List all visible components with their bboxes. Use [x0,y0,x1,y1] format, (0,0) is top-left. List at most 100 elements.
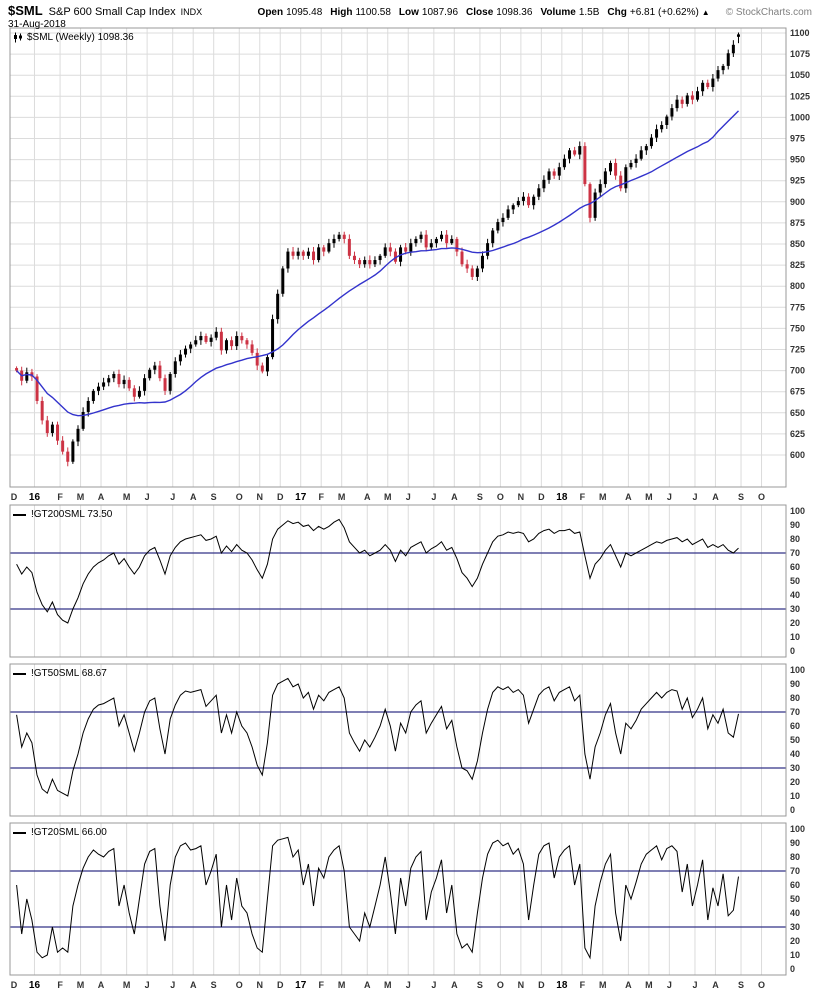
svg-text:F: F [318,492,324,502]
svg-text:80: 80 [790,693,800,703]
svg-text:825: 825 [790,260,805,270]
svg-text:S: S [477,980,483,990]
svg-text:J: J [667,492,672,502]
chg-label: Chg [607,7,627,18]
svg-text:S: S [211,980,217,990]
svg-text:D: D [11,980,18,990]
svg-text:M: M [645,492,653,502]
svg-text:60: 60 [790,880,800,890]
svg-text:675: 675 [790,387,805,397]
svg-text:0: 0 [790,964,795,974]
svg-text:100: 100 [790,665,805,675]
low-label: Low [398,7,419,18]
svg-text:F: F [57,492,63,502]
svg-text:1100: 1100 [790,28,810,38]
svg-text:O: O [758,980,765,990]
svg-text:30: 30 [790,604,800,614]
svg-text:650: 650 [790,408,805,418]
svg-text:D: D [11,492,18,502]
svg-text:A: A [190,492,197,502]
svg-text:90: 90 [790,520,800,530]
svg-text:J: J [692,980,697,990]
svg-text:50: 50 [790,735,800,745]
svg-text:18: 18 [556,980,568,991]
svg-text:625: 625 [790,429,805,439]
low-value: 1087.96 [421,7,459,18]
svg-text:16: 16 [29,492,41,503]
svg-text:90: 90 [790,838,800,848]
symbol: $SML [8,3,43,18]
svg-text:S: S [738,492,744,502]
svg-text:850: 850 [790,239,805,249]
svg-text:A: A [712,492,719,502]
svg-text:A: A [98,980,105,990]
svg-text:J: J [170,980,175,990]
svg-text:O: O [497,492,504,502]
svg-text:40: 40 [790,908,800,918]
chart-date: 31-Aug-2018 [8,19,66,30]
svg-text:A: A [364,980,371,990]
volume-label: Volume [540,7,576,18]
svg-text:100: 100 [790,506,805,516]
svg-text:M: M [384,980,392,990]
candlestick-icon [13,32,23,43]
svg-text:700: 700 [790,366,805,376]
svg-text:30: 30 [790,763,800,773]
svg-text:1000: 1000 [790,112,810,122]
open-value: 1095.48 [286,7,323,18]
svg-text:M: M [338,492,346,502]
header-row-1: $SML S&P 600 Small Cap Index INDX Open 1… [8,3,812,18]
svg-text:O: O [236,980,243,990]
svg-text:30: 30 [790,922,800,932]
svg-text:N: N [257,492,264,502]
high-value: 1100.58 [355,7,391,18]
svg-text:80: 80 [790,534,800,544]
svg-text:J: J [406,980,411,990]
svg-text:M: M [645,980,653,990]
svg-text:925: 925 [790,176,805,186]
svg-text:0: 0 [790,646,795,656]
svg-text:M: M [599,980,607,990]
svg-text:800: 800 [790,281,805,291]
svg-text:70: 70 [790,866,800,876]
svg-text:90: 90 [790,679,800,689]
svg-text:J: J [145,492,150,502]
main-chart-label: $SML (Weekly) 1098.36 [13,32,134,43]
svg-text:975: 975 [790,134,805,144]
main-chart-label-text: $SML (Weekly) 1098.36 [27,32,134,43]
svg-text:A: A [98,492,105,502]
svg-text:A: A [190,980,197,990]
svg-text:50: 50 [790,576,800,586]
svg-text:10: 10 [790,632,800,642]
gt20-label-text: !GT20SML 66.00 [31,827,107,838]
svg-text:J: J [170,492,175,502]
svg-text:1075: 1075 [790,49,810,59]
chart-header: $SML S&P 600 Small Cap Index INDX Open 1… [0,0,820,30]
chg-value: +6.81 (+0.62%) [629,7,699,18]
svg-text:20: 20 [790,618,800,628]
gt200-label-text: !GT200SML 73.50 [31,509,113,520]
gt50-label: !GT50SML 68.67 [13,668,107,679]
svg-text:18: 18 [556,492,568,503]
svg-text:D: D [538,492,545,502]
svg-text:20: 20 [790,777,800,787]
svg-text:80: 80 [790,852,800,862]
exchange-label: INDX [180,7,203,17]
svg-text:J: J [692,492,697,502]
svg-text:F: F [57,980,63,990]
svg-text:A: A [625,980,632,990]
close-value: 1098.36 [496,7,533,18]
svg-text:O: O [236,492,243,502]
svg-text:0: 0 [790,805,795,815]
up-triangle-icon: ▲ [701,8,710,17]
svg-text:F: F [580,980,586,990]
volume-value: 1.5B [578,7,600,18]
svg-text:J: J [667,980,672,990]
svg-text:875: 875 [790,218,805,228]
close-label: Close [466,7,494,18]
svg-text:A: A [451,980,458,990]
svg-text:1050: 1050 [790,70,810,80]
svg-text:J: J [431,492,436,502]
svg-text:20: 20 [790,936,800,946]
